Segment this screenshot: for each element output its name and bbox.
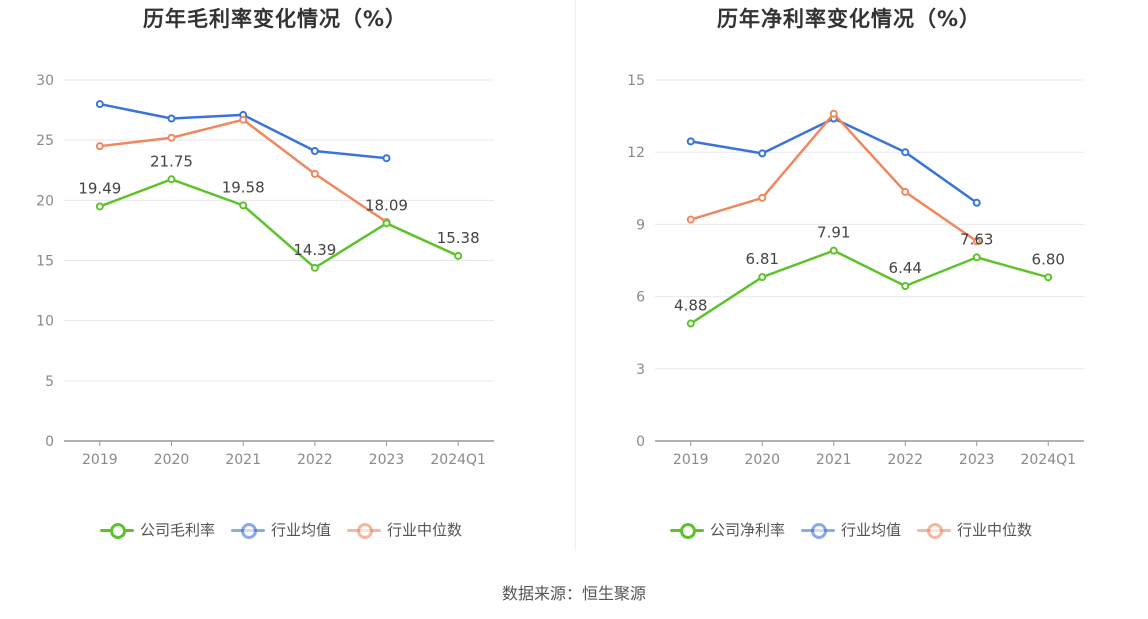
y-tick-label: 0 — [636, 434, 645, 450]
data-point-avg — [382, 154, 391, 163]
data-point-company — [758, 273, 767, 282]
panel-divider — [575, 0, 576, 550]
x-tick-label: 2019 — [82, 452, 118, 468]
data-label: 19.58 — [222, 178, 265, 196]
data-point-company — [686, 319, 695, 328]
chart-title: 历年毛利率变化情况（%） — [142, 7, 408, 31]
series-line-median — [690, 112, 978, 243]
data-point-company — [1044, 273, 1053, 282]
y-tick-label: 6 — [636, 290, 645, 306]
data-point-median — [972, 237, 981, 246]
gross-margin-chart: 0 5 10 15 20 25 30 2019 2020 2021 2022 2023 2024Q1 19… — [36, 73, 494, 468]
data-label: 4.88 — [674, 297, 707, 315]
data-point-avg — [686, 137, 695, 146]
net-margin-panel: 历年净利率变化情况（%） 0 3 6 9 12 15 2019 2020 2021 2022 202… — [574, 0, 1148, 560]
data-point-median — [239, 115, 248, 124]
x-tick-label: 2021 — [225, 452, 261, 468]
y-tick-label: 9 — [636, 217, 645, 233]
y-tick-label: 12 — [627, 145, 645, 161]
data-point-company — [454, 251, 463, 260]
data-label: 15.38 — [437, 229, 480, 247]
data-label: 14.39 — [293, 241, 336, 259]
y-tick-label: 20 — [36, 193, 54, 209]
legend-label: 公司净利率 — [709, 521, 785, 539]
legend-item-median[interactable]: 行业中位数 — [347, 519, 462, 540]
data-point-avg — [901, 148, 910, 157]
y-tick-label: 0 — [45, 434, 54, 450]
data-point-avg — [310, 146, 319, 155]
data-point-median — [758, 193, 767, 202]
x-tick-label: 2022 — [297, 452, 333, 468]
data-point-company — [167, 175, 176, 184]
y-tick-label: 5 — [45, 374, 54, 390]
data-point-median — [167, 133, 176, 142]
y-tick-label: 15 — [627, 73, 645, 89]
legend-item-company[interactable]: 公司毛利率 — [99, 519, 215, 540]
data-point-median — [686, 215, 695, 224]
legend-item-median[interactable]: 行业中位数 — [917, 519, 1032, 540]
legend-item-avg[interactable]: 行业均值 — [230, 519, 331, 540]
legend-marker-icon — [99, 522, 134, 539]
data-label: 7.63 — [960, 230, 993, 248]
y-tick-label: 10 — [36, 314, 54, 330]
data-label: 7.91 — [817, 224, 850, 242]
y-tick-label: 30 — [36, 73, 54, 89]
legend-item-avg[interactable]: 行业均值 — [800, 519, 901, 540]
legend-item-company[interactable]: 公司净利率 — [669, 519, 785, 540]
data-point-company — [382, 219, 391, 228]
x-tick-label: 2023 — [959, 452, 995, 468]
legend-label: 行业均值 — [270, 521, 331, 539]
data-point-company — [972, 253, 981, 262]
gross-margin-panel: 历年毛利率变化情况（%） 0 5 10 15 20 25 30 2019 2020 2021 202… — [0, 0, 574, 560]
data-point-median — [95, 142, 104, 151]
data-point-company — [95, 202, 104, 211]
x-tick-label: 2024Q1 — [430, 452, 486, 468]
legend-marker-icon — [917, 522, 951, 539]
data-point-company — [829, 246, 838, 255]
x-tick-label: 2020 — [154, 452, 190, 468]
chart-title: 历年净利率变化情况（%） — [716, 7, 982, 31]
legend-marker-icon — [347, 522, 381, 539]
chart-legend: 公司毛利率 行业均值 行业中位数 — [0, 519, 568, 540]
x-tick-label: 2024Q1 — [1020, 452, 1076, 468]
data-label: 19.49 — [78, 179, 121, 197]
data-label: 6.81 — [746, 250, 779, 268]
legend-marker-icon — [230, 522, 265, 539]
x-tick-label: 2022 — [887, 452, 923, 468]
data-point-company — [310, 263, 319, 272]
y-tick-label: 15 — [36, 254, 54, 270]
data-point-company — [901, 282, 910, 291]
legend-label: 公司毛利率 — [139, 521, 215, 539]
series-line-avg — [690, 117, 978, 204]
data-label: 21.75 — [150, 152, 193, 170]
net-margin-chart: 0 3 6 9 12 15 2019 2020 2021 2022 2023 2024Q1 4.88 6.… — [627, 73, 1084, 468]
data-source-note: 数据来源：恒生聚源 — [501, 584, 646, 603]
x-tick-label: 2021 — [816, 452, 852, 468]
x-tick-label: 2019 — [673, 452, 709, 468]
y-tick-label: 3 — [636, 362, 645, 378]
legend-label: 行业中位数 — [387, 521, 463, 539]
data-point-median — [310, 169, 319, 178]
data-label: 6.80 — [1032, 250, 1065, 268]
data-point-avg — [95, 100, 104, 109]
legend-marker-icon — [800, 522, 835, 539]
data-point-avg — [167, 114, 176, 123]
chart-legend: 公司净利率 行业均值 行业中位数 — [564, 519, 1138, 540]
x-tick-label: 2020 — [744, 452, 780, 468]
data-point-median — [901, 187, 910, 196]
data-label: 6.44 — [889, 259, 922, 277]
data-label: 18.09 — [365, 196, 408, 214]
series-line-company — [99, 178, 459, 270]
data-point-company — [239, 201, 248, 210]
legend-marker-icon — [669, 522, 704, 539]
legend-label: 行业中位数 — [957, 521, 1033, 539]
series-line-company — [690, 249, 1049, 325]
y-tick-label: 25 — [36, 133, 54, 149]
data-point-avg — [972, 198, 981, 207]
legend-label: 行业均值 — [840, 521, 901, 539]
x-tick-label: 2023 — [369, 452, 405, 468]
data-point-median — [829, 109, 838, 118]
data-point-avg — [758, 149, 767, 158]
